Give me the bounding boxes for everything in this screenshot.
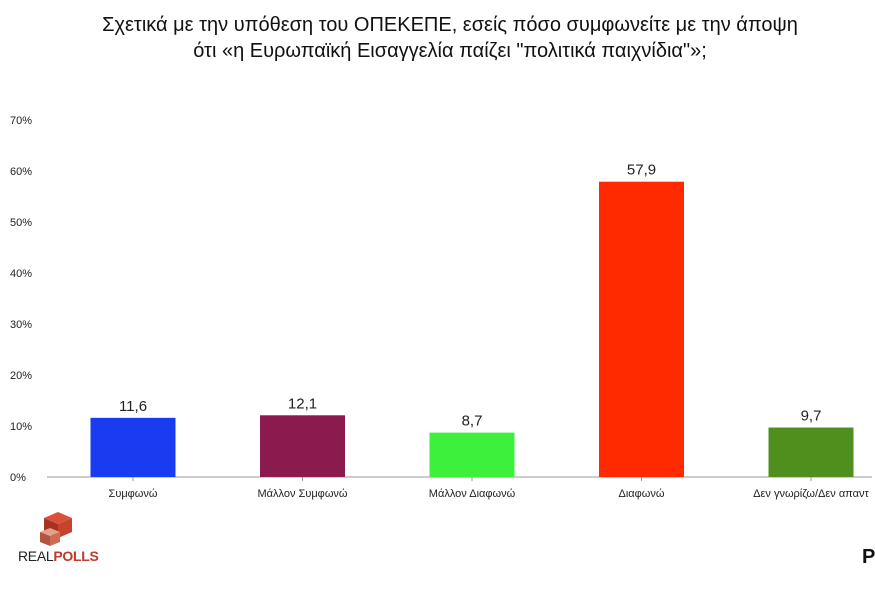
y-tick-label: 60% xyxy=(10,166,32,178)
bar xyxy=(90,417,176,477)
realpolls-logo-icon xyxy=(40,512,72,546)
bar-value-label: 9,7 xyxy=(801,408,822,425)
y-tick-label: 70% xyxy=(10,115,32,127)
y-tick-label: 40% xyxy=(10,268,32,280)
bar-value-label: 57,9 xyxy=(627,162,656,179)
bar-value-label: 11,6 xyxy=(119,398,147,415)
y-tick-label: 50% xyxy=(10,217,32,229)
realpolls-logo-text: REALPOLLS xyxy=(18,548,99,564)
x-tick-label: Διαφωνώ xyxy=(619,488,665,500)
x-tick-label: Συμφωνώ xyxy=(109,488,158,500)
bar-value-label: 8,7 xyxy=(462,413,483,430)
title-line-1: Σχετικά με την υπόθεση του ΟΠΕΚΕΠΕ, εσεί… xyxy=(102,14,798,36)
y-tick-label: 20% xyxy=(10,370,32,382)
bar xyxy=(768,427,854,477)
y-tick-label: 0% xyxy=(10,472,26,484)
bar xyxy=(260,415,345,477)
bar xyxy=(429,432,515,477)
x-tick-label: Μάλλον Συμφωνώ xyxy=(258,488,348,500)
chart-title: Σχετικά με την υπόθεση του ΟΠΕΚΕΠΕ, εσεί… xyxy=(0,12,875,64)
bar-value-label: 12,1 xyxy=(288,395,317,412)
x-tick-label: Μάλλον Διαφωνώ xyxy=(429,488,516,500)
bar xyxy=(599,181,684,477)
x-tick-label: Δεν γνωρίζω/Δεν απαντ xyxy=(753,488,869,500)
y-tick-label: 10% xyxy=(10,421,32,433)
title-line-2: ότι «η Ευρωπαϊκή Εισαγγελία παίζει "πολι… xyxy=(193,40,707,62)
corner-letter: P xyxy=(862,546,875,568)
y-tick-label: 30% xyxy=(10,319,32,331)
